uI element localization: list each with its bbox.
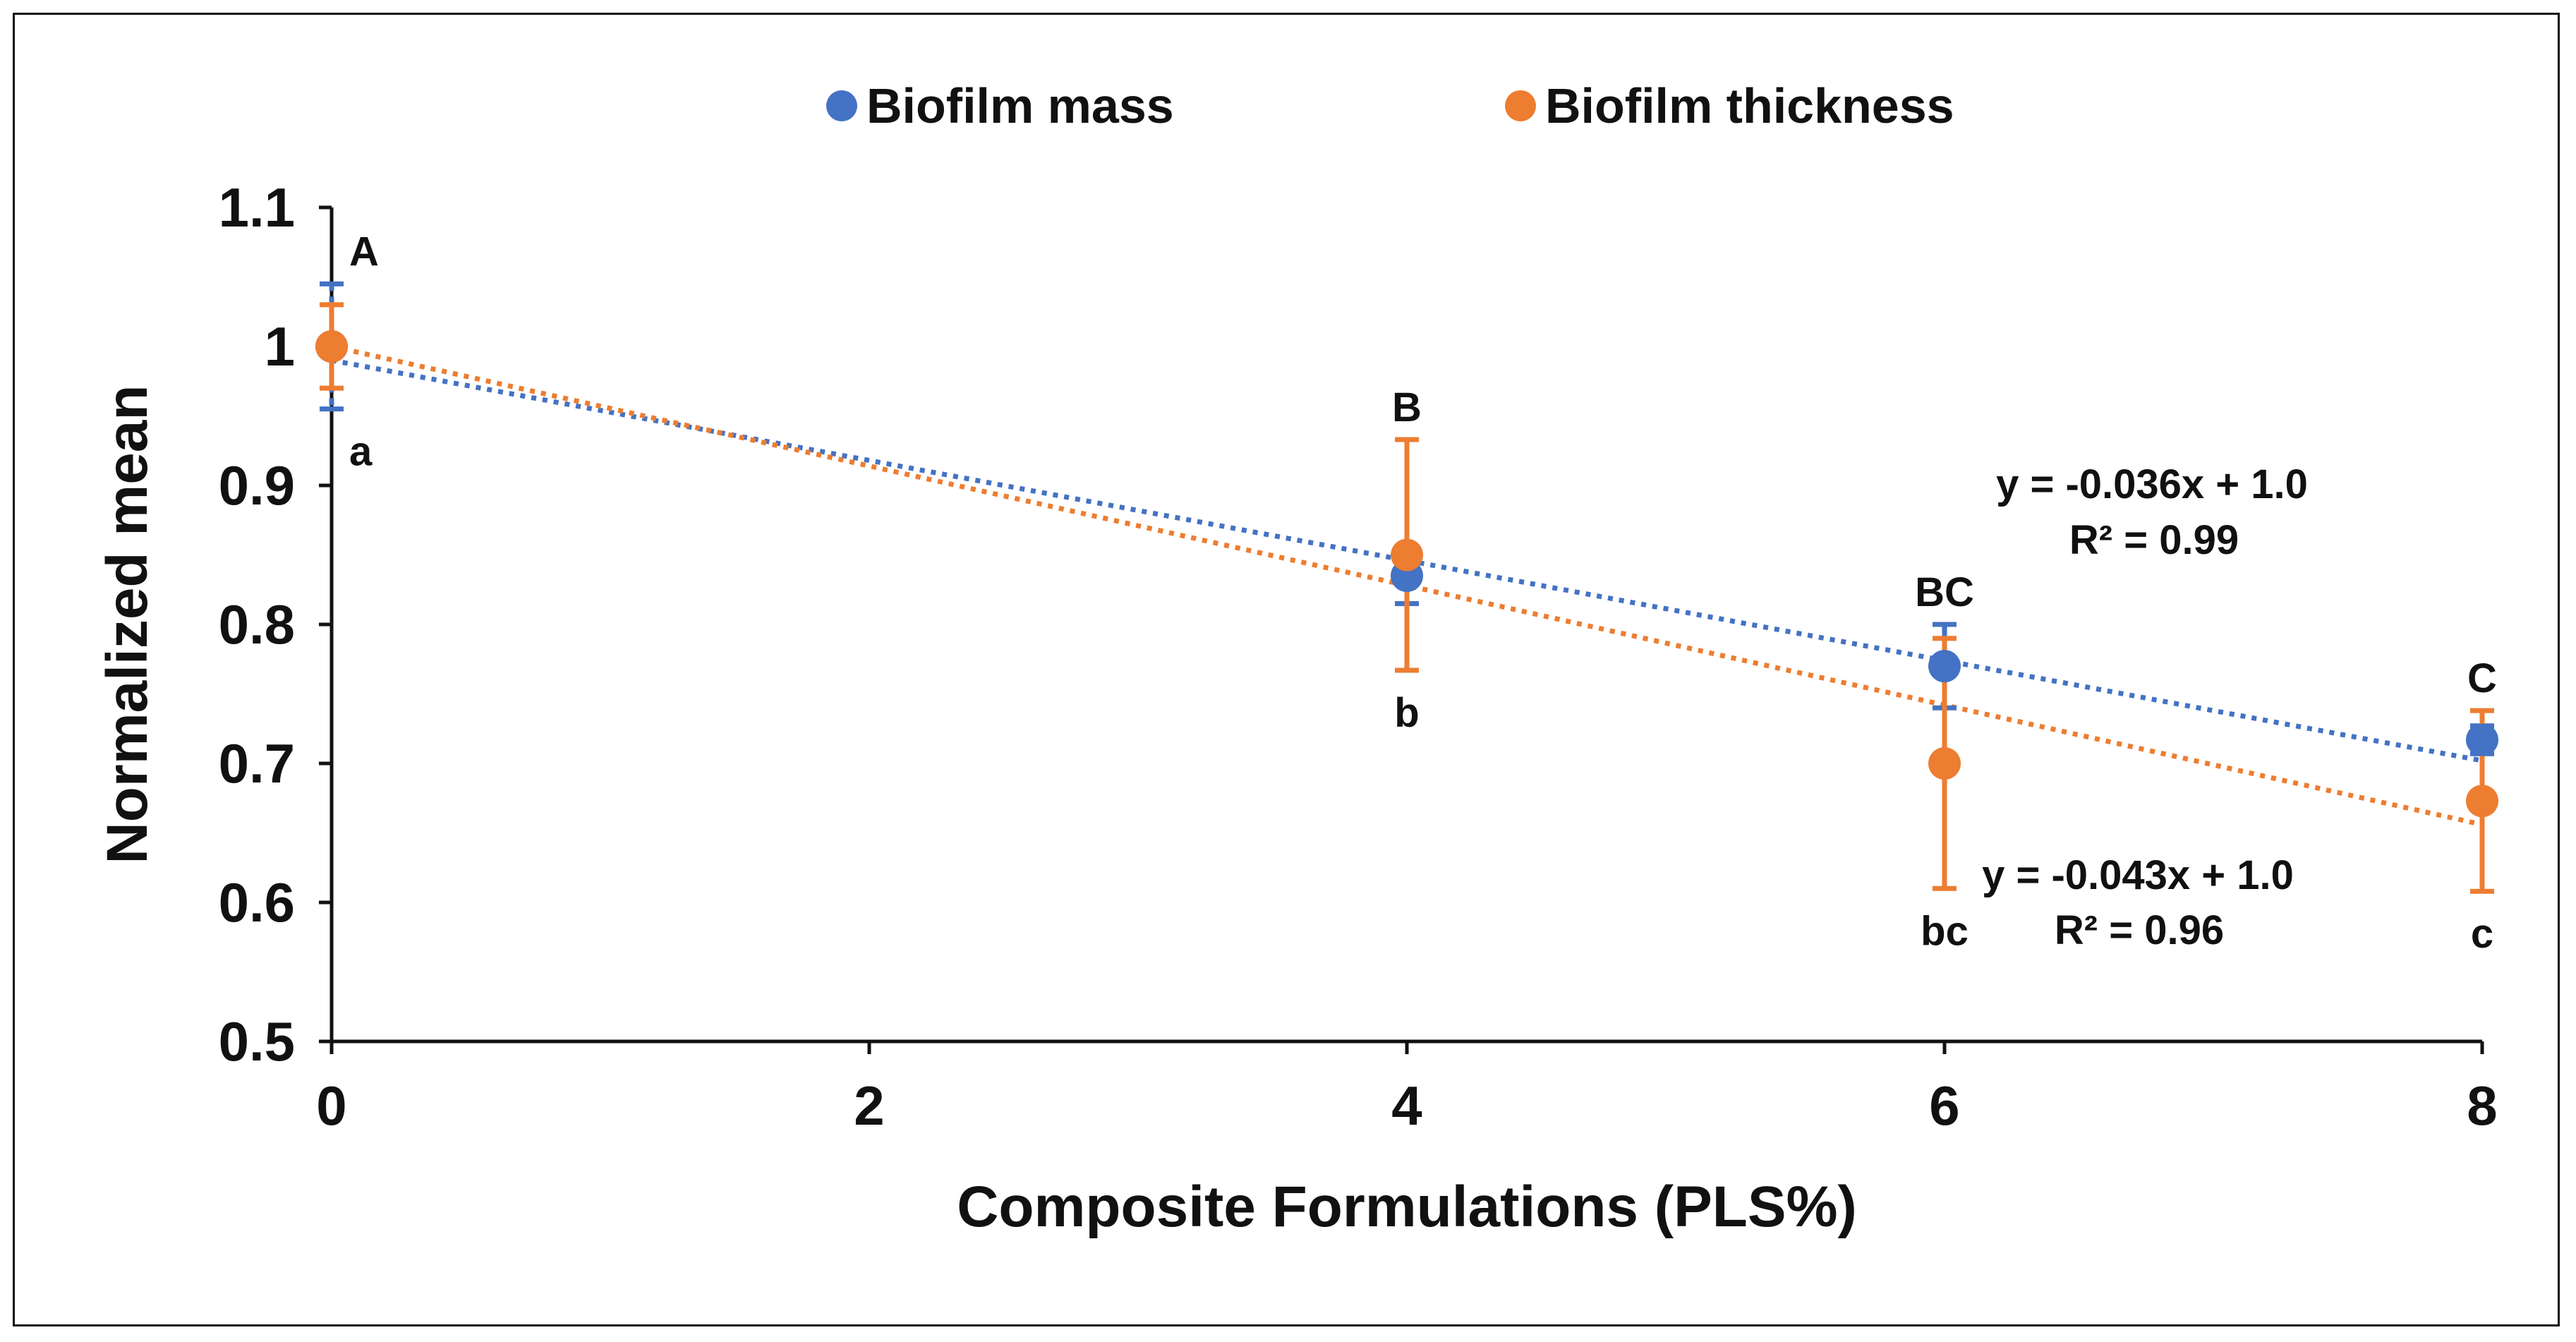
trendlines [331, 344, 2483, 828]
y-tick-label: 0.6 [219, 871, 295, 933]
legend-label-biofilm-thickness: Biofilm thickness [1545, 78, 1954, 133]
chart-frame [13, 13, 2560, 1326]
significance-letter-thickness: a [349, 429, 373, 475]
x-axis-title: Composite Formulations (PLS%) [957, 1175, 1857, 1239]
trendline-r2-biofilm-mass: R² = 0.99 [2069, 517, 2239, 563]
significance-letter-mass: C [2467, 655, 2497, 701]
significance-letter-thickness: c [2471, 911, 2493, 957]
trendline-r2-biofilm-thickness: R² = 0.96 [2055, 907, 2224, 953]
trendline-mass [331, 358, 2483, 763]
data-points [315, 330, 2498, 818]
significance-letter-mass: BC [1915, 569, 1974, 615]
y-tick-label: 1 [265, 315, 295, 377]
legend-marker-biofilm-thickness [1505, 90, 1536, 121]
x-tick-label: 4 [1391, 1075, 1422, 1137]
trendline-equation-biofilm-mass: y = -0.036x + 1.0 [1996, 461, 2308, 507]
y-axis-title: Normalized mean [95, 385, 159, 864]
trendline-equations: y = -0.036x + 1.0 R² = 0.99 y = -0.043x … [1982, 461, 2308, 953]
trendline-equation-biofilm-thickness: y = -0.043x + 1.0 [1982, 852, 2294, 898]
x-tick-label: 0 [316, 1075, 346, 1137]
legend-label-biofilm-mass: Biofilm mass [866, 78, 1174, 133]
legend: Biofilm mass Biofilm thickness [826, 78, 1954, 133]
y-tick-label: 0.7 [219, 732, 295, 794]
x-tick-label: 2 [854, 1075, 884, 1137]
y-tick-label: 0.9 [219, 454, 295, 516]
y-ticks: 0.5 0.6 0.7 0.8 0.9 1 1.1 [219, 176, 332, 1072]
data-point-mass [2466, 723, 2498, 756]
significance-letters: A B BC Ca b bc c [349, 229, 2497, 957]
x-tick-label: 8 [2467, 1075, 2497, 1137]
legend-marker-biofilm-mass [826, 90, 857, 121]
significance-letter-mass: B [1392, 385, 1422, 430]
significance-letter-thickness: b [1394, 690, 1419, 736]
data-point-thickness [315, 330, 348, 363]
x-ticks: 0 2 4 6 8 [316, 1041, 2498, 1137]
y-tick-label: 1.1 [219, 176, 295, 238]
data-point-thickness [1391, 538, 1423, 572]
y-tick-label: 0.8 [219, 593, 295, 655]
significance-letter-thickness: bc [1921, 908, 1969, 954]
significance-letter-mass: A [349, 229, 379, 274]
data-point-thickness [2466, 785, 2498, 818]
data-point-mass [1928, 650, 1961, 683]
x-tick-label: 6 [1929, 1075, 1959, 1137]
data-point-thickness [1928, 747, 1961, 780]
y-tick-label: 0.5 [219, 1010, 295, 1072]
